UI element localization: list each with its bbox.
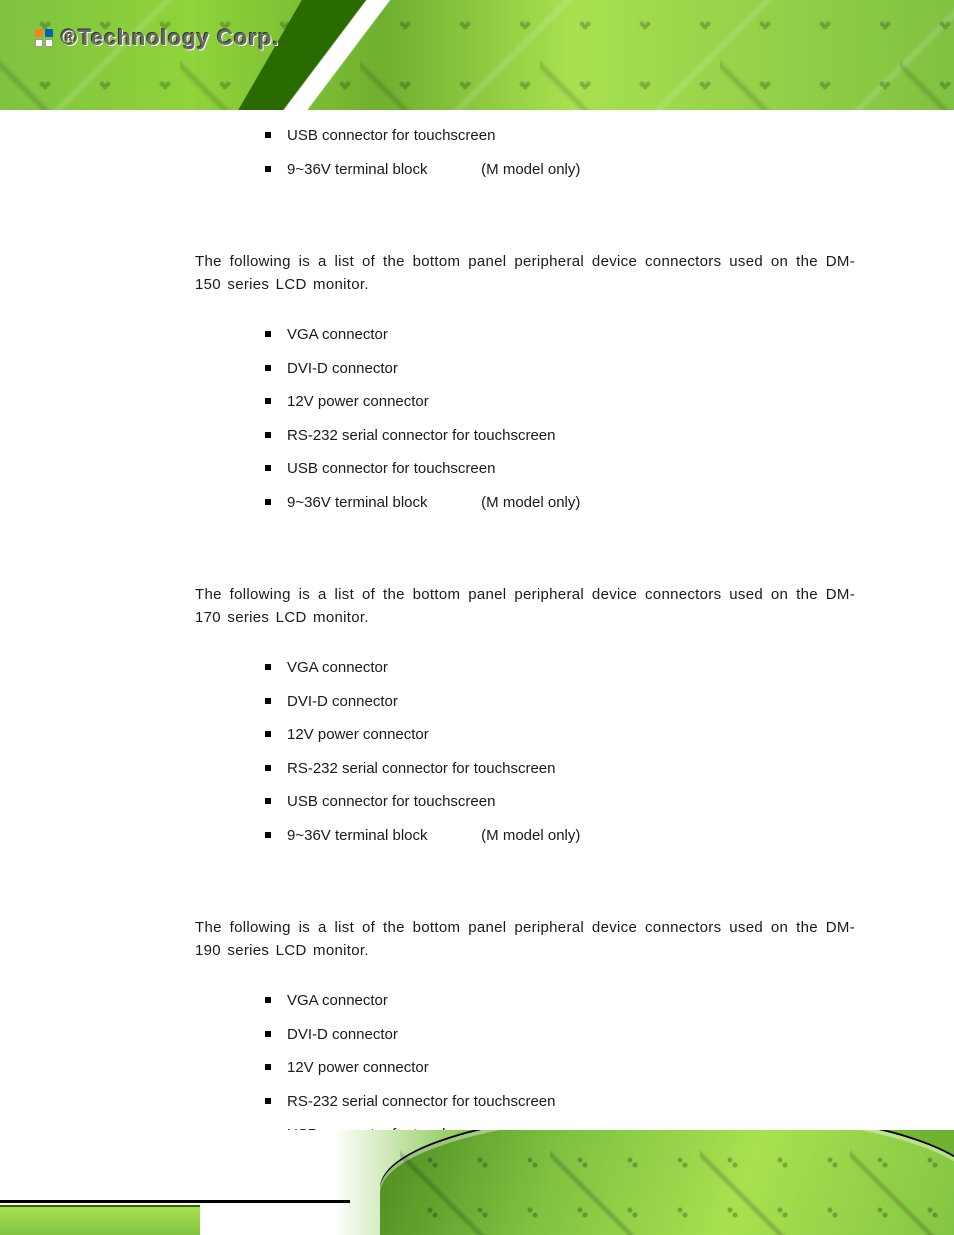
- list-item: USB connector for touchscreen: [265, 791, 855, 814]
- footer-banner: [0, 1130, 954, 1235]
- logo-text: ®Technology Corp.: [61, 25, 280, 51]
- list-item: RS-232 serial connector for touchscreen: [265, 425, 855, 448]
- list-item-block: 9~36V terminal block: [287, 492, 477, 515]
- list-item: DVI-D connector: [265, 358, 855, 381]
- footer-texture: [400, 1130, 954, 1235]
- list-item-text: DVI-D connector: [287, 360, 398, 377]
- list-item-text: VGA connector: [287, 326, 388, 343]
- list-item-text: USB connector for touchscreen: [287, 460, 495, 477]
- list-item-text: RS-232 serial connector for touchscreen: [287, 427, 555, 444]
- header-texture: [0, 0, 954, 110]
- list-item-note: (M model only): [481, 827, 580, 844]
- list-item: 9~36V terminal block (M model only): [265, 159, 855, 182]
- list-item: VGA connector: [265, 990, 855, 1013]
- connector-list-dm150: VGA connector DVI-D connector 12V power …: [195, 324, 855, 514]
- top-connector-list: USB connector for touchscreen 9~36V term…: [195, 125, 855, 181]
- list-item: 9~36V terminal block (M model only): [265, 825, 855, 848]
- list-item: 12V power connector: [265, 391, 855, 414]
- list-item: DVI-D connector: [265, 691, 855, 714]
- list-item: VGA connector: [265, 324, 855, 347]
- list-item-text: 12V power connector: [287, 1059, 429, 1076]
- list-item: 9~36V terminal block (M model only): [265, 492, 855, 515]
- list-item-text: USB connector for touchscreen: [287, 127, 495, 144]
- list-item: USB connector for touchscreen: [265, 125, 855, 148]
- section-paragraph: The following is a list of the bottom pa…: [195, 917, 855, 962]
- list-item: DVI-D connector: [265, 1024, 855, 1047]
- section-paragraph: The following is a list of the bottom pa…: [195, 584, 855, 629]
- list-item: RS-232 serial connector for touchscreen: [265, 758, 855, 781]
- list-item-note: (M model only): [481, 494, 580, 511]
- list-item-text: RS-232 serial connector for touchscreen: [287, 760, 555, 777]
- list-item-text: 12V power connector: [287, 393, 429, 410]
- list-item-text: DVI-D connector: [287, 1026, 398, 1043]
- logo-icon: [35, 29, 53, 47]
- list-item-block: 9~36V terminal block: [287, 825, 477, 848]
- list-item-text: RS-232 serial connector for touchscreen: [287, 1093, 555, 1110]
- list-item-text: VGA connector: [287, 659, 388, 676]
- footer-left-bar: [0, 1205, 200, 1235]
- list-item-text: VGA connector: [287, 992, 388, 1009]
- list-item: RS-232 serial connector for touchscreen: [265, 1091, 855, 1114]
- brand-logo: ®Technology Corp.: [35, 25, 280, 51]
- list-item-block: 9~36V terminal block: [287, 159, 477, 182]
- list-item-text: DVI-D connector: [287, 693, 398, 710]
- page-content: USB connector for touchscreen 9~36V term…: [195, 125, 855, 1191]
- header-banner: ®Technology Corp.: [0, 0, 954, 110]
- list-item: VGA connector: [265, 657, 855, 680]
- connector-list-dm170: VGA connector DVI-D connector 12V power …: [195, 657, 855, 847]
- list-item-note: (M model only): [481, 161, 580, 178]
- section-paragraph: The following is a list of the bottom pa…: [195, 251, 855, 296]
- list-item: 12V power connector: [265, 724, 855, 747]
- list-item: 12V power connector: [265, 1057, 855, 1080]
- list-item-text: 12V power connector: [287, 726, 429, 743]
- footer-divider: [0, 1200, 350, 1203]
- list-item: USB connector for touchscreen: [265, 458, 855, 481]
- list-item-text: USB connector for touchscreen: [287, 793, 495, 810]
